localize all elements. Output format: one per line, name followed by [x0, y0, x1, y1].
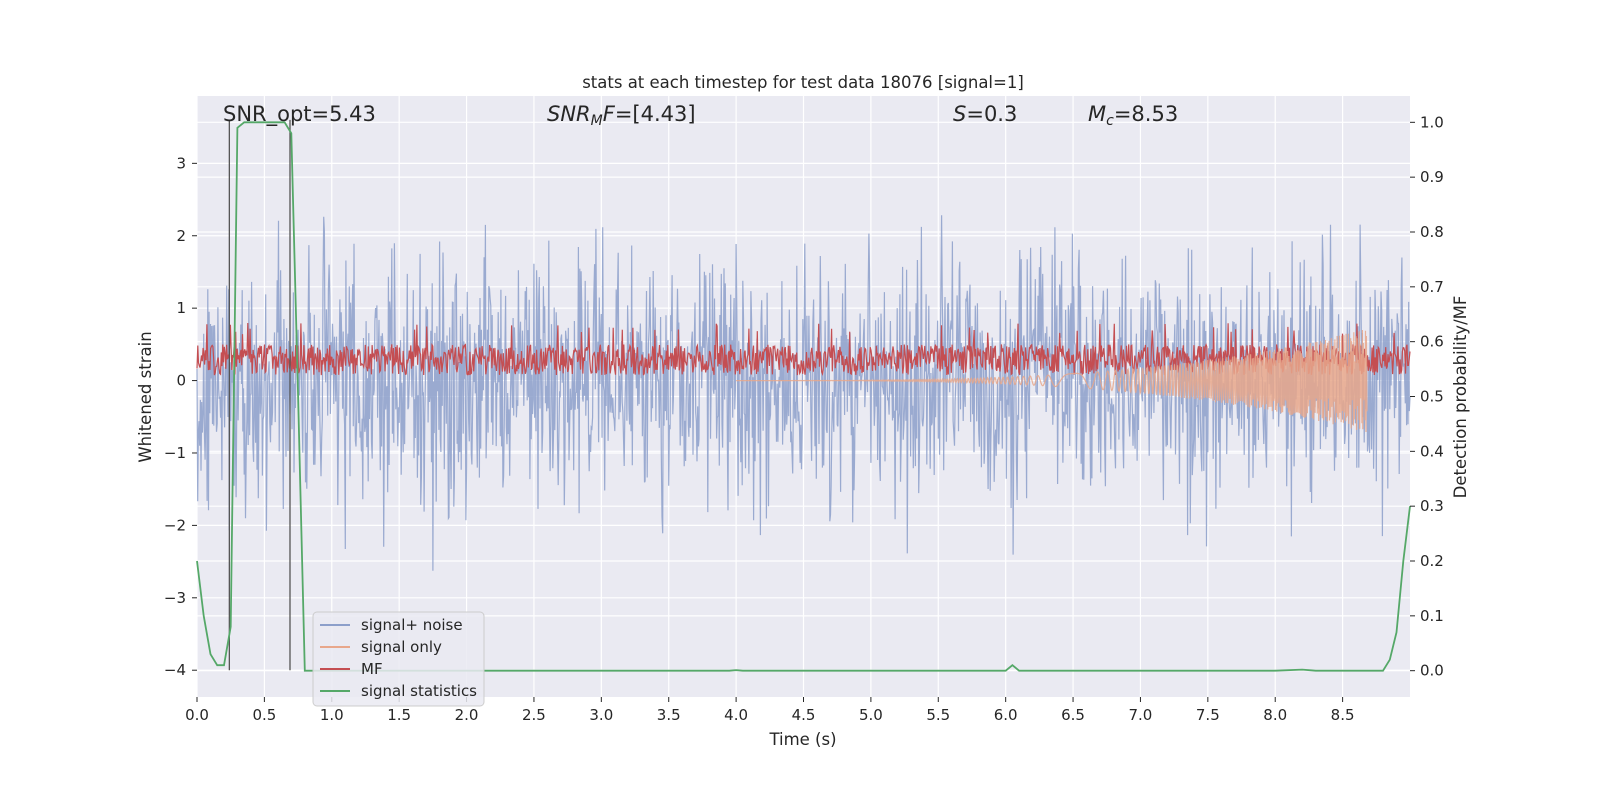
x-tick-label-5: 2.5 — [522, 706, 546, 724]
x-tick-label-9: 4.5 — [792, 706, 816, 724]
annotation-s: S=0.3 — [953, 102, 1017, 126]
annotation-mc: Mc=8.53 — [1088, 102, 1178, 129]
chart-title: stats at each timestep for test data 180… — [582, 73, 1024, 92]
legend-box — [312, 611, 485, 707]
y-left-tick-label-5: −2 — [164, 516, 186, 534]
x-tick-label-3: 1.5 — [387, 706, 411, 724]
x-tick-label-4: 2.0 — [455, 706, 479, 724]
legend-label-signal-statistics: signal statistics — [361, 682, 477, 700]
x-tick-label-17: 8.5 — [1331, 706, 1355, 724]
y-right-tick-label-10: 0.0 — [1420, 662, 1444, 680]
legend-label-signal-noise: signal+ noise — [361, 616, 463, 634]
y-right-tick-label-6: 0.4 — [1420, 442, 1444, 460]
y-right-tick-label-3: 0.7 — [1420, 278, 1444, 296]
legend: signal+ noise signal only MF signal stat… — [312, 611, 485, 707]
y-left-tick-label-0: 3 — [176, 154, 186, 172]
x-tick-label-0: 0.0 — [185, 706, 209, 724]
x-tick-label-14: 7.0 — [1129, 706, 1153, 724]
x-axis-label: Time (s) — [768, 730, 836, 749]
y-right-tick-label-9: 0.1 — [1420, 607, 1444, 625]
vertical-markers — [228, 119, 291, 671]
y-right-tick-label-4: 0.6 — [1420, 333, 1444, 351]
legend-label-mf: MF — [361, 660, 383, 678]
x-tick-label-13: 6.5 — [1061, 706, 1085, 724]
annotation-snr-mf-value: =[4.43] — [615, 102, 696, 126]
annotation-snr-mf: SNRMF=[4.43] — [547, 102, 696, 129]
y-right-tick-label-0: 1.0 — [1420, 113, 1444, 131]
x-axis-ticks: 0.0 0.5 1.0 1.5 2.0 2.5 3.0 3.5 4.0 4.5 5.0 5.5 6.0 6… — [185, 697, 1355, 724]
x-tick-label-6: 3.0 — [589, 706, 613, 724]
y-left-tick-label-6: −3 — [164, 589, 186, 607]
y-left-tick-label-1: 2 — [176, 227, 186, 245]
right-y-axis-ticks: 1.0 0.9 0.8 0.7 0.6 0.5 0.4 0.3 0.2 0.1 0.0 — [1410, 113, 1444, 680]
x-tick-label-8: 4.0 — [724, 706, 748, 724]
x-tick-label-7: 3.5 — [657, 706, 681, 724]
y-right-tick-label-7: 0.3 — [1420, 497, 1444, 515]
y-right-tick-label-5: 0.5 — [1420, 388, 1444, 406]
annotation-mc-value: =8.53 — [1114, 102, 1178, 126]
x-tick-label-10: 5.0 — [859, 706, 883, 724]
y-left-tick-label-4: −1 — [164, 444, 186, 462]
annotation-s-value: =0.3 — [966, 102, 1017, 126]
left-y-axis-label: Whitened strain — [136, 331, 155, 462]
x-tick-label-1: 0.5 — [252, 706, 276, 724]
x-tick-label-11: 5.5 — [926, 706, 950, 724]
left-y-axis-ticks: 3 2 1 0 −1 −2 −3 −4 — [164, 154, 197, 679]
series-signal-only — [736, 329, 1368, 433]
x-tick-label-15: 7.5 — [1196, 706, 1220, 724]
y-left-tick-label-2: 1 — [176, 299, 186, 317]
y-right-tick-label-1: 0.9 — [1420, 168, 1444, 186]
x-tick-label-2: 1.0 — [320, 706, 344, 724]
annotation-snr-opt: SNR_opt=5.43 — [223, 102, 376, 127]
x-tick-label-12: 6.0 — [994, 706, 1018, 724]
y-right-tick-label-8: 0.2 — [1420, 552, 1444, 570]
y-left-tick-label-7: −4 — [164, 661, 186, 679]
signal-only-line — [736, 329, 1368, 433]
legend-label-signal-only: signal only — [361, 638, 442, 656]
x-tick-label-16: 8.0 — [1263, 706, 1287, 724]
right-y-axis-label: Detection probability/MF — [1451, 296, 1470, 499]
y-right-tick-label-2: 0.8 — [1420, 223, 1444, 241]
y-left-tick-label-3: 0 — [176, 372, 186, 390]
